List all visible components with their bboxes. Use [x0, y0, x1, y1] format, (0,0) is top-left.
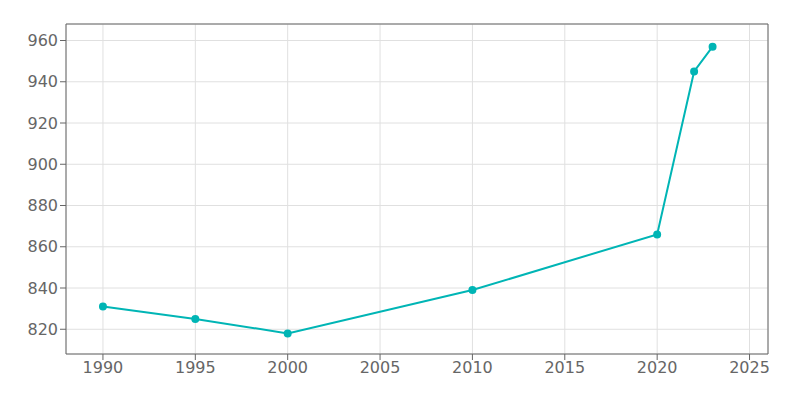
svg-text:2005: 2005 [360, 358, 401, 377]
svg-text:1990: 1990 [83, 358, 124, 377]
svg-text:860: 860 [27, 237, 58, 256]
svg-text:2000: 2000 [267, 358, 308, 377]
svg-text:820: 820 [27, 320, 58, 339]
svg-text:2010: 2010 [452, 358, 493, 377]
svg-text:2025: 2025 [729, 358, 770, 377]
svg-text:2015: 2015 [544, 358, 585, 377]
svg-text:2020: 2020 [637, 358, 678, 377]
svg-text:880: 880 [27, 196, 58, 215]
svg-text:960: 960 [27, 31, 58, 50]
svg-text:940: 940 [27, 72, 58, 91]
svg-text:1995: 1995 [175, 358, 216, 377]
svg-text:900: 900 [27, 155, 58, 174]
svg-text:920: 920 [27, 114, 58, 133]
svg-text:840: 840 [27, 279, 58, 298]
